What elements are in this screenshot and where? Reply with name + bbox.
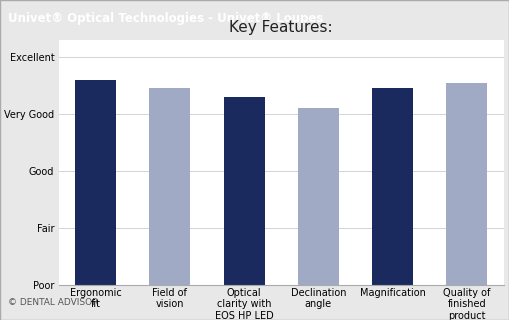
Bar [75,80,116,285]
Bar [223,97,265,285]
Bar [298,108,339,285]
Text: Univet® Optical Technologies - Univet® Loupes: Univet® Optical Technologies - Univet® L… [8,12,323,25]
Bar [446,83,487,285]
Bar [150,88,190,285]
Text: © DENTAL ADVISOR: © DENTAL ADVISOR [8,298,98,307]
Bar [372,88,413,285]
Title: Key Features:: Key Features: [230,20,333,35]
